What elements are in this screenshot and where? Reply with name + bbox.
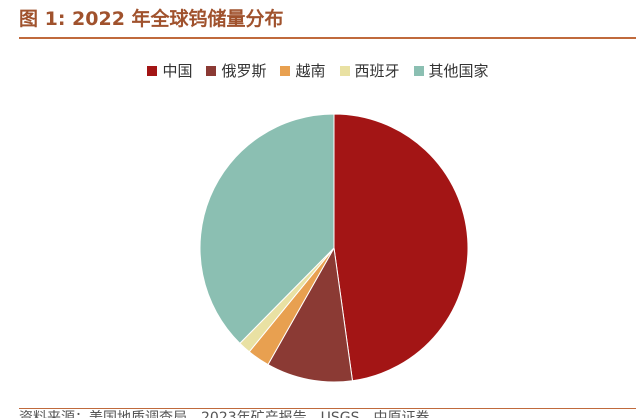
- legend-label-china: 中国: [162, 62, 193, 80]
- figure-title: 图 1: 2022 年全球钨储量分布: [19, 8, 284, 30]
- legend-swatch-others: [413, 66, 424, 76]
- legend-swatch-russia: [206, 66, 217, 76]
- legend-item-china: 中国: [147, 61, 192, 81]
- pie-slice-china: [333, 113, 469, 382]
- legend-label-vietnam: 越南: [295, 62, 326, 80]
- legend-label-spain: 西班牙: [354, 62, 400, 80]
- source-note: 资料来源：美国地质调查局，2023年矿产报告，USGS，中原证券: [19, 410, 430, 418]
- legend-item-vietnam: 越南: [280, 61, 326, 81]
- title-divider: [19, 37, 636, 39]
- legend-item-others: 其他国家: [413, 61, 489, 81]
- pie-slice-others: [199, 113, 335, 345]
- legend-label-russia: 俄罗斯: [221, 62, 267, 80]
- legend-swatch-china: [147, 66, 158, 76]
- legend-swatch-spain: [339, 66, 350, 76]
- legend-item-spain: 西班牙: [339, 61, 400, 81]
- legend-swatch-vietnam: [280, 66, 291, 76]
- legend-label-others: 其他国家: [428, 62, 489, 80]
- chart-legend: 中国 俄罗斯 越南 西班牙 其他国家: [0, 61, 636, 81]
- pie-slice-russia: [267, 246, 354, 383]
- footer-divider: [19, 408, 636, 409]
- legend-item-russia: 俄罗斯: [206, 61, 266, 81]
